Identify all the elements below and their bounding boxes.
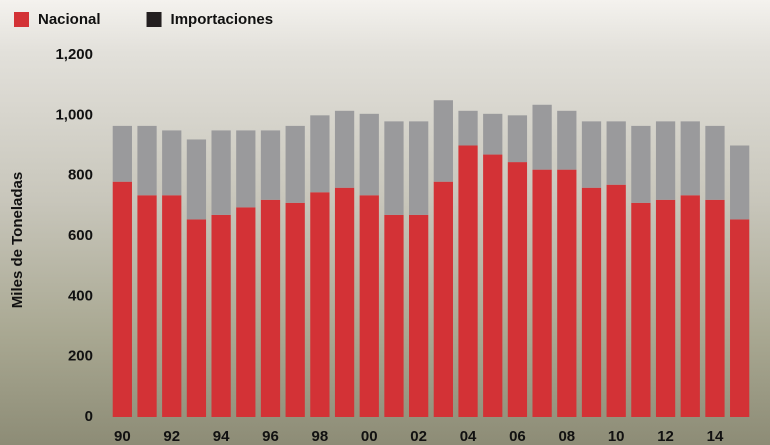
bar-segment bbox=[655, 121, 676, 200]
y-tick-label: 600 bbox=[68, 227, 93, 244]
bar-segment bbox=[581, 187, 602, 417]
bar-segment bbox=[112, 125, 132, 182]
bar-segment bbox=[631, 125, 651, 203]
bar-segment bbox=[359, 113, 379, 196]
y-tick-label: 1,000 bbox=[55, 106, 93, 123]
bar-segment bbox=[162, 130, 182, 196]
x-tick-label: 04 bbox=[460, 428, 477, 445]
x-tick-label: 96 bbox=[262, 428, 279, 445]
bar-segment bbox=[334, 187, 355, 417]
legend-label: Nacional bbox=[38, 11, 101, 28]
bar-segment bbox=[137, 125, 157, 196]
bar-segment bbox=[557, 169, 577, 417]
x-tick-label: 12 bbox=[657, 428, 674, 445]
bar-segment bbox=[186, 219, 207, 417]
bar-segment bbox=[236, 130, 256, 208]
x-tick-label: 98 bbox=[312, 428, 329, 445]
bar-segment bbox=[507, 162, 528, 417]
bar-segment bbox=[162, 195, 182, 417]
y-tick-label: 0 bbox=[85, 408, 93, 425]
x-tick-label: 14 bbox=[707, 428, 724, 445]
bar-segment bbox=[310, 192, 330, 417]
bar-segment bbox=[211, 130, 231, 215]
legend-swatch bbox=[14, 12, 29, 27]
bar-segment bbox=[458, 110, 478, 146]
y-axis-label: Miles de Toneladas bbox=[9, 172, 26, 308]
bar-segment bbox=[680, 195, 700, 417]
bar-segment bbox=[730, 145, 750, 220]
bar-segment bbox=[384, 214, 404, 417]
bar-segment bbox=[433, 181, 453, 417]
bar-segment bbox=[310, 115, 330, 193]
x-tick-label: 94 bbox=[213, 428, 230, 445]
bar-segment bbox=[631, 202, 651, 417]
x-tick-label: 08 bbox=[558, 428, 575, 445]
x-tick-label: 00 bbox=[361, 428, 378, 445]
bar-segment bbox=[137, 195, 157, 417]
bar-segment bbox=[581, 121, 602, 188]
bar-segment bbox=[507, 115, 528, 163]
bar-segment bbox=[532, 169, 552, 417]
y-tick-label: 400 bbox=[68, 287, 93, 304]
bar-segment bbox=[285, 202, 305, 417]
bar-segment bbox=[655, 199, 676, 417]
bar-segment bbox=[236, 207, 256, 417]
bar-segment bbox=[112, 181, 132, 417]
y-tick-label: 1,200 bbox=[55, 46, 93, 63]
bar-segment bbox=[606, 184, 626, 417]
bar-segment bbox=[705, 125, 725, 200]
bar-segment bbox=[334, 110, 355, 188]
bar-segment bbox=[705, 199, 725, 417]
bar-segment bbox=[433, 100, 453, 182]
bar-segment bbox=[384, 121, 404, 215]
x-tick-label: 92 bbox=[163, 428, 180, 445]
bar-segment bbox=[409, 214, 429, 417]
bar-segment bbox=[260, 199, 281, 417]
bar-segment bbox=[285, 125, 305, 203]
bar-segment bbox=[483, 154, 503, 418]
y-tick-label: 200 bbox=[68, 348, 93, 365]
x-tick-label: 02 bbox=[410, 428, 427, 445]
bar-segment bbox=[260, 130, 281, 200]
bar-segment bbox=[557, 110, 577, 170]
x-tick-label: 06 bbox=[509, 428, 526, 445]
x-tick-label: 90 bbox=[114, 428, 131, 445]
bar-segment bbox=[409, 121, 429, 215]
bar-segment bbox=[458, 145, 478, 417]
bar-segment bbox=[680, 121, 700, 196]
bar-segment bbox=[186, 139, 207, 220]
bar-segment bbox=[359, 195, 379, 417]
y-tick-label: 800 bbox=[68, 167, 93, 184]
bar-segment bbox=[211, 214, 231, 417]
bar-segment bbox=[483, 113, 503, 155]
bar-segment bbox=[606, 121, 626, 185]
bar-segment bbox=[730, 219, 750, 417]
legend-label: Importaciones bbox=[171, 11, 274, 28]
x-tick-label: 10 bbox=[608, 428, 625, 445]
legend-swatch bbox=[146, 12, 162, 27]
bar-segment bbox=[532, 104, 552, 170]
